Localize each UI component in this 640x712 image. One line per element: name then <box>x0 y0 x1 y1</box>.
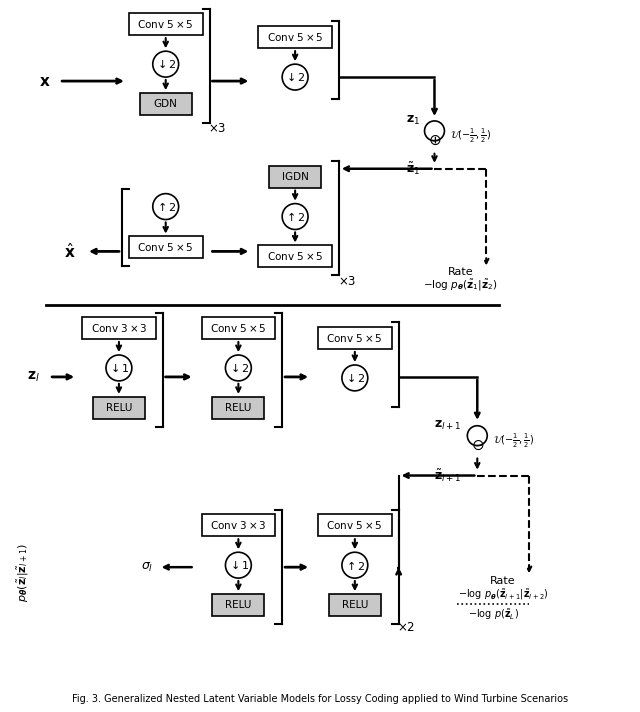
Text: $\times 3$: $\times 3$ <box>338 275 356 288</box>
Circle shape <box>342 365 368 391</box>
Text: Conv $5\times5$: Conv $5\times5$ <box>210 322 267 334</box>
Circle shape <box>225 553 252 578</box>
Circle shape <box>282 204 308 229</box>
Text: Conv $5\times5$: Conv $5\times5$ <box>267 31 323 43</box>
Text: $p_{\boldsymbol{\theta}}(\tilde{\mathbf{z}}_l|\tilde{\mathbf{z}}_{l+1})$: $p_{\boldsymbol{\theta}}(\tilde{\mathbf{… <box>16 543 31 602</box>
Text: $-\log\, p_{\boldsymbol{\theta}}(\tilde{\mathbf{z}}_{l+1}|\tilde{\mathbf{z}}_{l+: $-\log\, p_{\boldsymbol{\theta}}(\tilde{… <box>458 587 548 602</box>
Text: $\hat{\mathbf{x}}$: $\hat{\mathbf{x}}$ <box>65 242 76 261</box>
Text: $\tilde{\mathbf{z}}_1$: $\tilde{\mathbf{z}}_1$ <box>406 160 420 177</box>
Text: $\mathbf{x}$: $\mathbf{x}$ <box>40 73 51 88</box>
Text: $\times 3$: $\times 3$ <box>208 122 227 135</box>
Text: $\uparrow$2: $\uparrow$2 <box>155 200 177 213</box>
Text: Conv $3\times3$: Conv $3\times3$ <box>91 322 147 334</box>
Text: $-\log\, p(\tilde{\mathbf{z}}_L)$: $-\log\, p(\tilde{\mathbf{z}}_L)$ <box>468 607 518 622</box>
FancyBboxPatch shape <box>93 397 145 419</box>
Circle shape <box>467 426 487 446</box>
Text: $\downarrow$2: $\downarrow$2 <box>228 362 249 374</box>
Circle shape <box>225 355 252 381</box>
FancyBboxPatch shape <box>259 26 332 48</box>
Text: $\downarrow$2: $\downarrow$2 <box>344 372 365 384</box>
FancyBboxPatch shape <box>212 397 264 419</box>
Circle shape <box>106 355 132 381</box>
Text: Conv $3\times3$: Conv $3\times3$ <box>210 519 267 531</box>
Text: Rate: Rate <box>490 576 516 586</box>
Text: $\downarrow$1: $\downarrow$1 <box>228 559 249 571</box>
Text: $\mathbf{z}_1$: $\mathbf{z}_1$ <box>406 115 420 127</box>
Text: $\mathbf{z}_l$: $\mathbf{z}_l$ <box>27 370 40 384</box>
Text: Conv $5\times5$: Conv $5\times5$ <box>138 241 194 253</box>
Text: Fig. 3. Generalized Nested Latent Variable Models for Lossy Coding applied to Wi: Fig. 3. Generalized Nested Latent Variab… <box>72 693 568 703</box>
FancyBboxPatch shape <box>202 317 275 339</box>
Circle shape <box>342 553 368 578</box>
FancyBboxPatch shape <box>318 514 392 536</box>
Text: $\downarrow$1: $\downarrow$1 <box>108 362 130 374</box>
Circle shape <box>153 51 179 77</box>
Text: $\ominus$: $\ominus$ <box>470 438 484 453</box>
FancyBboxPatch shape <box>140 93 191 115</box>
Text: Conv $5\times5$: Conv $5\times5$ <box>326 519 383 531</box>
Circle shape <box>424 121 444 141</box>
Text: $\downarrow$2: $\downarrow$2 <box>155 58 177 70</box>
FancyBboxPatch shape <box>212 594 264 616</box>
FancyBboxPatch shape <box>129 236 202 258</box>
Text: $\oplus$: $\oplus$ <box>428 133 441 148</box>
Text: $\tilde{\mathbf{z}}_{l+1}$: $\tilde{\mathbf{z}}_{l+1}$ <box>434 467 461 483</box>
Circle shape <box>282 64 308 90</box>
FancyBboxPatch shape <box>259 246 332 267</box>
Text: $\uparrow$2: $\uparrow$2 <box>284 210 306 223</box>
FancyBboxPatch shape <box>269 166 321 188</box>
Text: Conv $5\times5$: Conv $5\times5$ <box>267 251 323 263</box>
Text: RELU: RELU <box>225 600 252 610</box>
Text: $\times 2$: $\times 2$ <box>397 622 416 634</box>
Text: $\uparrow$2: $\uparrow$2 <box>344 559 365 572</box>
Text: RELU: RELU <box>106 403 132 413</box>
FancyBboxPatch shape <box>329 594 381 616</box>
FancyBboxPatch shape <box>202 514 275 536</box>
FancyBboxPatch shape <box>129 14 202 36</box>
Circle shape <box>153 194 179 219</box>
Text: Conv $5\times5$: Conv $5\times5$ <box>138 19 194 31</box>
Text: Rate: Rate <box>447 267 473 278</box>
Text: $\mathcal{U}(-\frac{1}{2},\frac{1}{2})$: $\mathcal{U}(-\frac{1}{2},\frac{1}{2})$ <box>451 127 492 145</box>
Text: $\mathcal{U}(-\frac{1}{2},\frac{1}{2})$: $\mathcal{U}(-\frac{1}{2},\frac{1}{2})$ <box>493 431 534 450</box>
FancyBboxPatch shape <box>82 317 156 339</box>
Text: $\downarrow$2: $\downarrow$2 <box>284 71 306 83</box>
FancyBboxPatch shape <box>318 327 392 349</box>
Text: $\sigma_l$: $\sigma_l$ <box>141 560 153 574</box>
Text: RELU: RELU <box>225 403 252 413</box>
Text: RELU: RELU <box>342 600 368 610</box>
Text: $\mathbf{z}_{l+1}$: $\mathbf{z}_{l+1}$ <box>434 419 461 432</box>
Text: GDN: GDN <box>154 99 178 109</box>
Text: Conv $5\times5$: Conv $5\times5$ <box>326 332 383 344</box>
Text: $-\log\, p_{\boldsymbol{\theta}}(\tilde{\mathbf{z}}_1|\tilde{\mathbf{z}}_2)$: $-\log\, p_{\boldsymbol{\theta}}(\tilde{… <box>423 278 498 293</box>
Text: IGDN: IGDN <box>282 172 308 182</box>
